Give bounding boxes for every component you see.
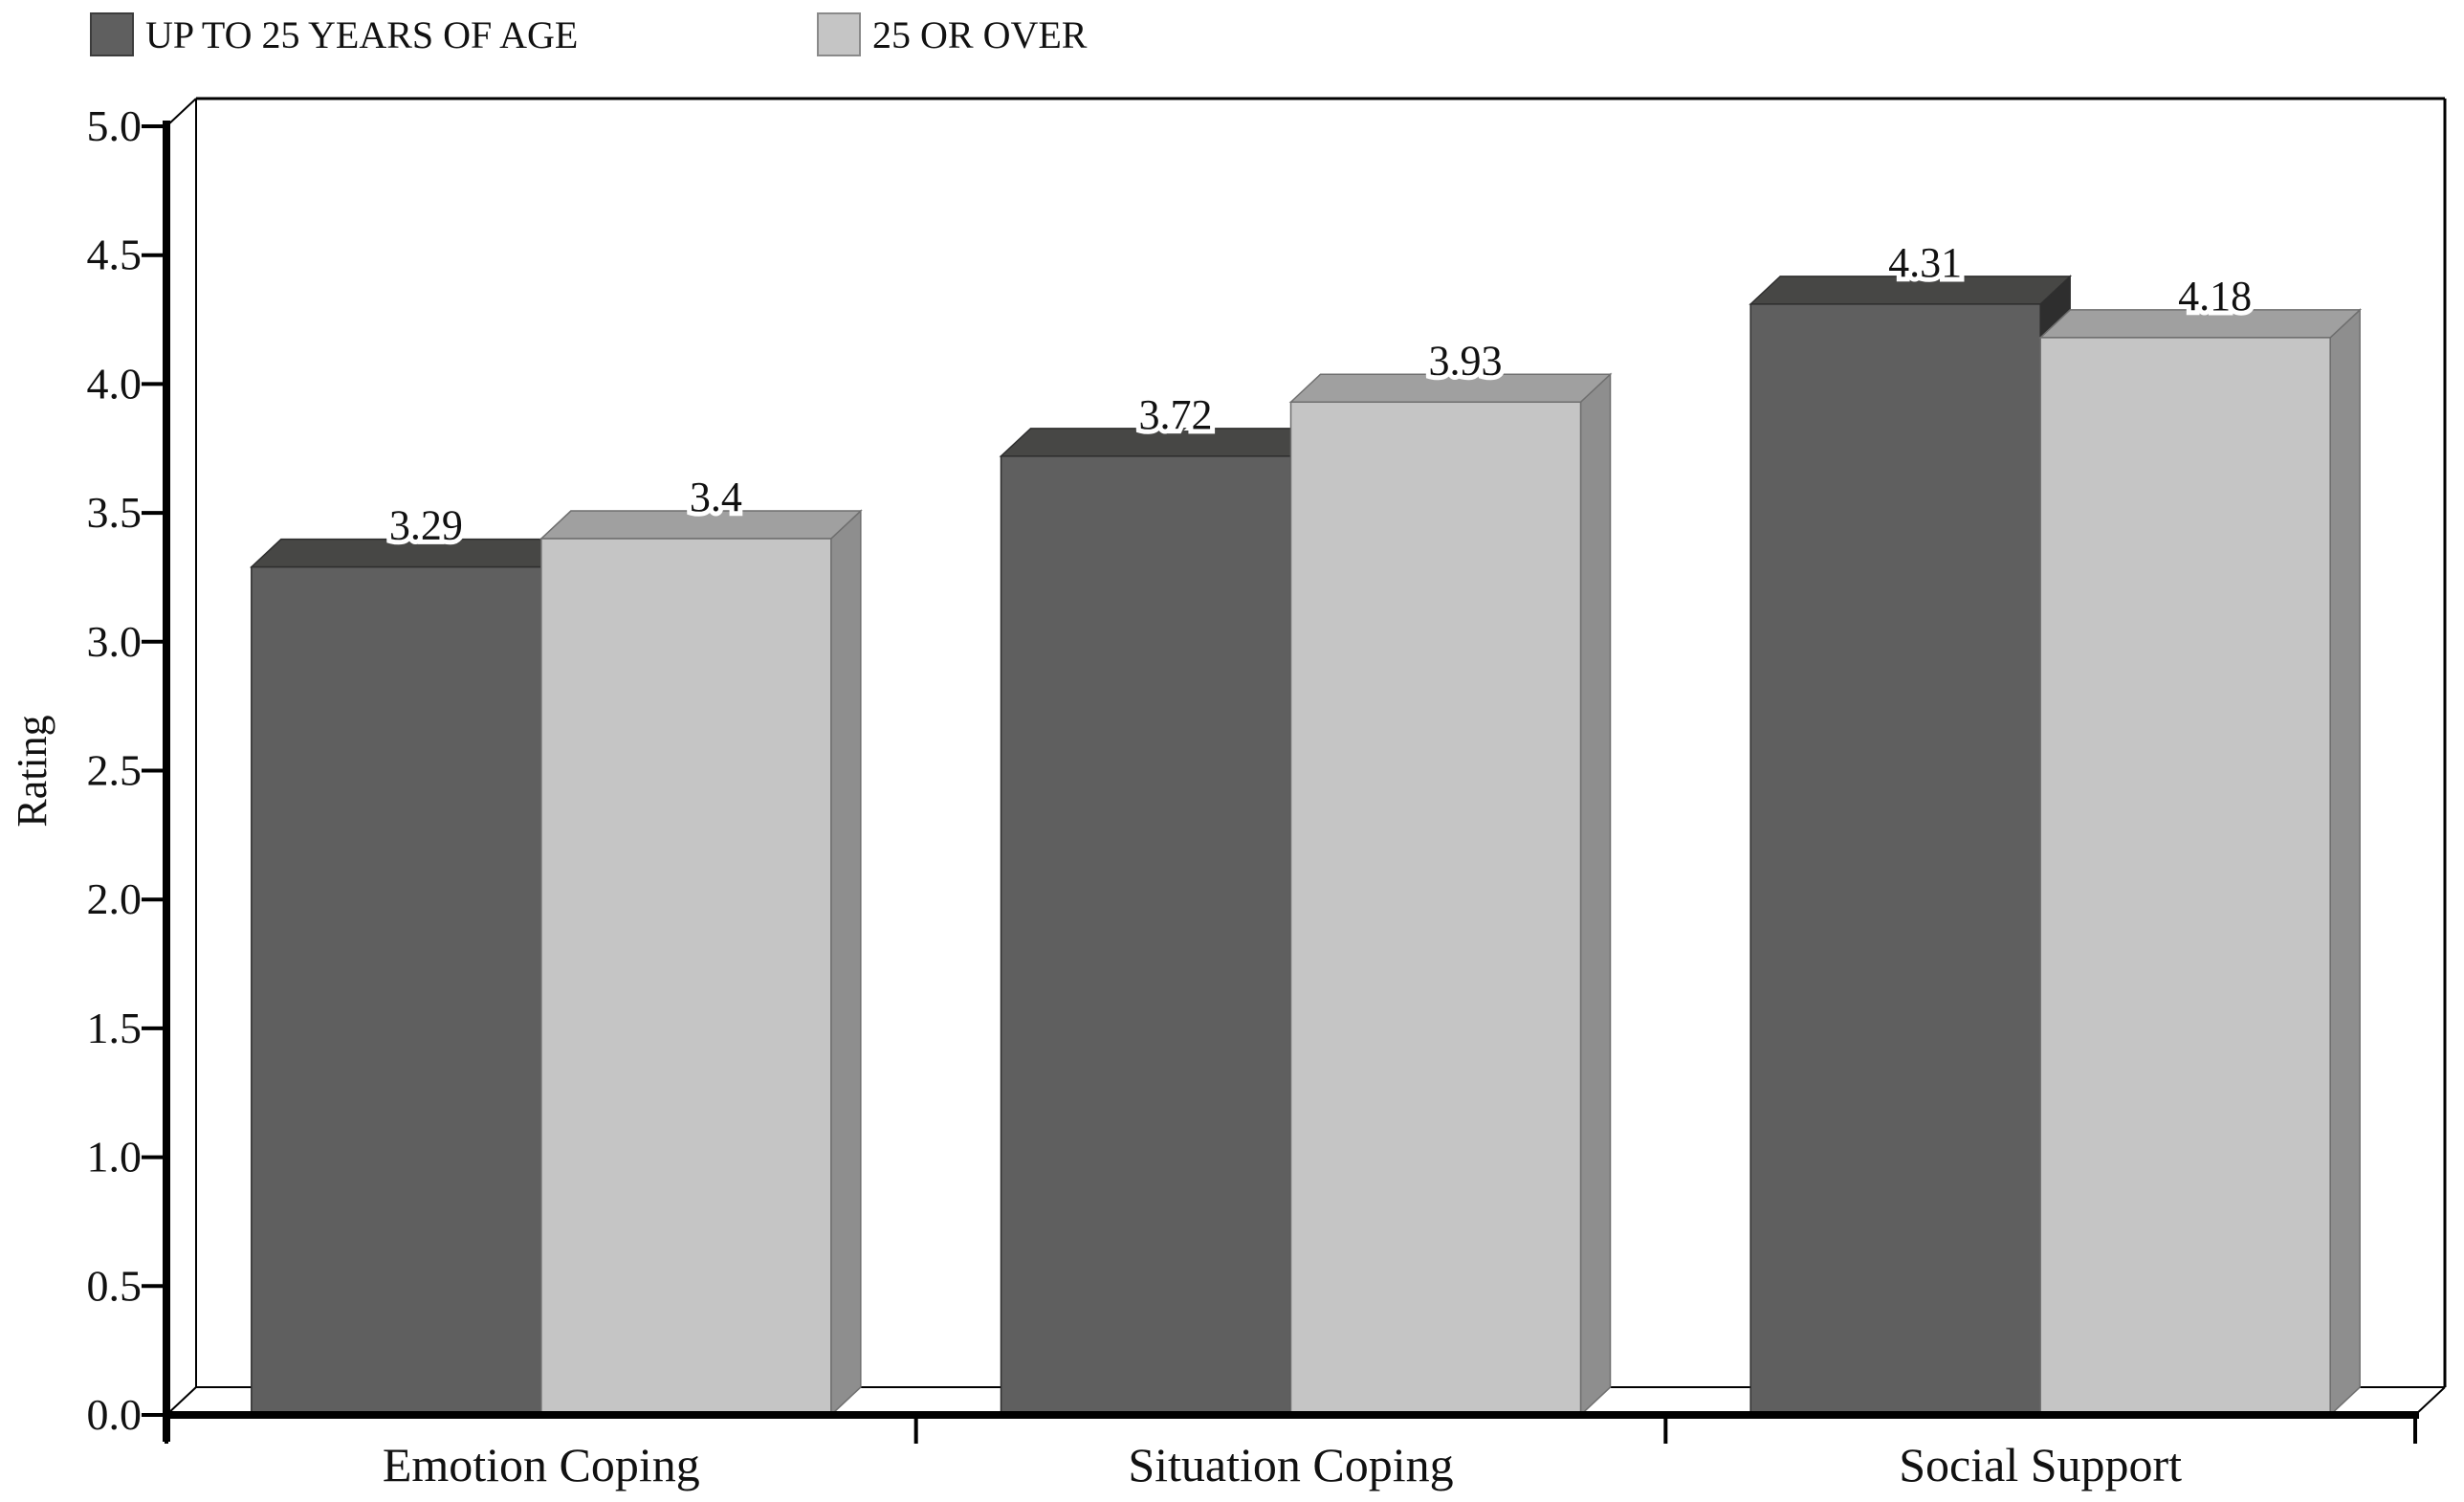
frame-diagonal-top-left (165, 98, 197, 127)
y-tick-label: 2.0 (87, 874, 143, 923)
value-label-situation-coping-up-to-25: 3.72 (1139, 391, 1213, 438)
y-tick-label: 2.5 (87, 746, 143, 795)
y-tick-label: 5.0 (87, 101, 143, 150)
y-tick-label: 4.5 (87, 231, 143, 279)
bar-front-social-support-25-or-over (2039, 337, 2331, 1416)
value-label-situation-coping-25-or-over: 3.93 (1429, 337, 1503, 384)
y-tick-label: 3.0 (87, 617, 143, 666)
legend-swatch-25-or-over (817, 12, 861, 56)
bar-front-situation-coping-25-or-over (1289, 401, 1582, 1416)
data-labels: 3.29 3.4 3.72 3.93 4.31 4.18 0.0 0.5 1.0 1.5 2.0 2.… (87, 101, 2257, 1491)
value-label-social-support-up-to-25: 4.31 (1888, 239, 1962, 286)
category-label-emotion-coping: Emotion Coping (383, 1438, 700, 1491)
y-tick-label: 4.0 (87, 359, 143, 408)
bar-side-emotion-coping-25-or-over (830, 509, 862, 1417)
legend: UP TO 25 YEARS OF AGE 25 OR OVER (90, 12, 1088, 56)
bar-side-social-support-25-or-over (2329, 308, 2361, 1417)
category-label-social-support: Social Support (1899, 1438, 2182, 1491)
legend-swatch-up-to-25 (90, 12, 134, 56)
axes (142, 121, 2419, 1444)
y-tick-label: 0.5 (87, 1261, 143, 1310)
frame-diagonal-bottom-left (165, 1386, 197, 1416)
category-label-situation-coping: Situation Coping (1128, 1438, 1453, 1491)
bar-front-social-support-up-to-25 (1749, 303, 2041, 1416)
bars (249, 275, 2363, 1417)
value-label-emotion-coping-up-to-25: 3.29 (389, 502, 463, 549)
y-tick-label: 1.5 (87, 1004, 143, 1052)
y-tick-label: 0.0 (87, 1390, 143, 1439)
value-label-social-support-25-or-over: 4.18 (2178, 273, 2252, 320)
value-label-emotion-coping-25-or-over: 3.4 (690, 474, 742, 520)
frame-diagonal-bottom-right (2414, 1386, 2446, 1416)
y-tick-label: 1.0 (87, 1133, 143, 1182)
bar-front-emotion-coping-up-to-25 (251, 565, 542, 1416)
legend-label-25-or-over: 25 OR OVER (872, 13, 1088, 56)
y-tick-label: 3.5 (87, 488, 143, 537)
bar-front-emotion-coping-25-or-over (540, 538, 832, 1416)
bar-front-situation-coping-up-to-25 (1000, 455, 1292, 1416)
legend-label-up-to-25: UP TO 25 YEARS OF AGE (145, 13, 578, 56)
y-axis-title: Rating (9, 715, 55, 827)
bar-side-situation-coping-25-or-over (1579, 372, 1612, 1417)
